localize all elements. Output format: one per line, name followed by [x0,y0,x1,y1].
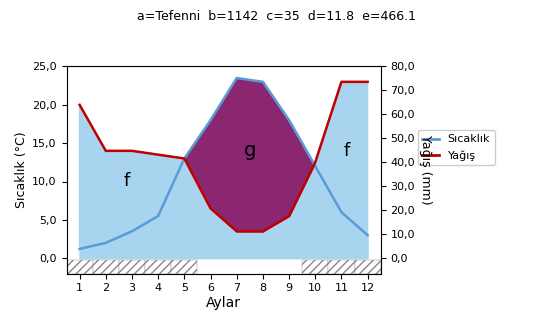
Text: f: f [343,142,350,160]
Bar [66,260,93,274]
Bar [145,260,171,274]
Text: g: g [244,141,256,160]
Bar [328,260,354,274]
Text: a=Tefenni  b=1142  c=35  d=11.8  e=466.1: a=Tefenni b=1142 c=35 d=11.8 e=466.1 [137,10,416,23]
Bar [302,260,328,274]
X-axis label: Aylar: Aylar [206,296,241,310]
Bar [171,260,197,274]
Y-axis label: Sıcaklık (°C): Sıcaklık (°C) [15,132,28,208]
Y-axis label: Yağış (mm): Yağış (mm) [419,135,432,205]
Text: f: f [124,173,130,190]
Bar [93,260,119,274]
Bar [119,260,145,274]
Legend: Sıcaklık, Yağış: Sıcaklık, Yağış [418,130,494,165]
Bar [354,260,380,274]
